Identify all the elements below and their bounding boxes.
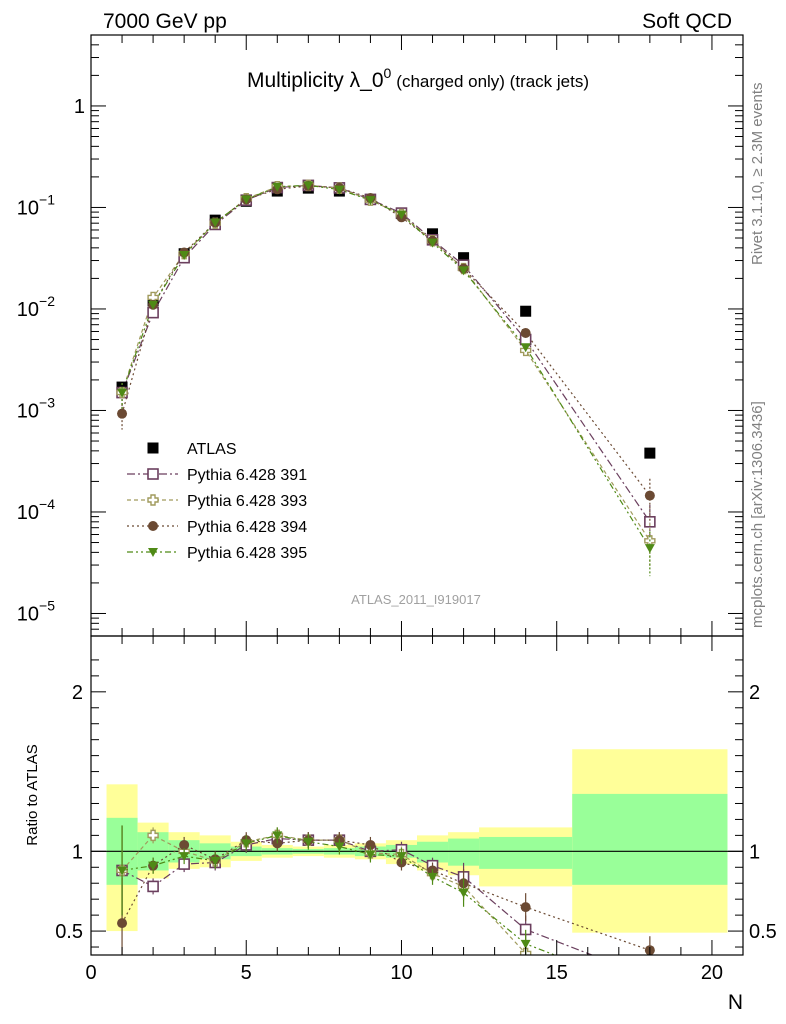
data-point [644,544,655,554]
ratio-y-tick-label-right: 1 [749,841,760,863]
legend-marker [147,494,159,506]
ratio-point [396,852,407,862]
legend-label: Pythia 6.428 391 [187,467,307,484]
plot-title: Multiplicity λ_00 (charged only) (track j… [247,65,589,92]
uncertainty-band-inner [448,838,480,866]
series-line [121,184,651,542]
ratio-point [179,839,190,850]
y-tick-label: 10−5 [17,597,55,625]
y-tick-label: 10−1 [17,191,55,219]
ratio-y-tick-label: 2 [72,682,83,704]
x-tick-label: 0 [85,962,96,984]
legend: ATLAS Pythia 6.428 391 Pythia 6.428 393 Pyt… [127,441,307,562]
ratio-panel: 0.5 0.51 12 20 5 10 15 20 [55,635,777,997]
data-point [241,195,252,205]
ratio-y-tick-label: 1 [72,841,83,863]
data-point [458,266,469,276]
ratio-y-axis-label: Ratio to ATLAS [24,744,41,845]
legend-marker [148,521,158,531]
legend-marker [147,442,159,454]
ratio-point [520,902,531,913]
ratio-point [645,988,655,997]
ratio-point [148,861,159,871]
legend-label: ATLAS [187,441,237,458]
analysis-label: ATLAS_2011_I919017 [351,592,481,607]
data-point [303,181,314,191]
legend-label: Pythia 6.428 393 [187,493,307,510]
ratio-point [147,880,159,893]
ratio-point [147,829,159,842]
y-tick-label: 1 [74,96,85,118]
ratio-point [334,842,345,852]
mcplots-label: mcplots.cern.ch [arXiv:1306.3436] [749,401,766,628]
ratio-point [427,872,438,882]
data-point [179,251,190,261]
ratio-point [365,839,376,850]
x-tick-label: 15 [546,962,568,984]
ratio-point [117,918,128,929]
ratio-y-tick-label: 0.5 [55,921,83,943]
uncertainty-band-inner [417,841,449,863]
ratio-frame [90,635,744,956]
ratio-point [272,831,283,841]
data-point [210,218,221,228]
data-point [644,490,655,501]
ratio-point [210,856,221,866]
legend-label: Pythia 6.428 394 [187,519,307,536]
uncertainty-band-inner [572,793,728,885]
title-superscript: 0 [384,65,392,81]
data-point [272,182,283,192]
legend-label: Pythia 6.428 395 [187,545,307,562]
x-tick-label: 5 [241,962,252,984]
y-tick-label: 10−4 [17,496,55,524]
x-tick-label: 20 [701,962,723,984]
header-left: 7000 GeV pp [103,10,227,33]
data-point [427,238,438,248]
uncertainty-band-inner [479,836,573,869]
data-point [520,343,531,353]
legend-marker [148,548,158,557]
ratio-point [645,972,655,982]
ratio-point [365,850,376,860]
ratio-y-tick-label-right: 2 [749,682,760,704]
ratio-point [241,839,252,849]
ratio-point [645,983,655,993]
data-point [644,447,656,459]
data-point [427,228,439,240]
x-axis-label: N [728,991,743,1014]
ratio-point [303,837,314,847]
data-point [396,210,407,220]
data-point [520,327,531,338]
data-point [520,305,532,317]
rivet-label: Rivet 3.1.10, ≥ 2.3M events [749,83,766,266]
data-point [644,516,656,528]
title-main: Multiplicity λ_0 [247,69,384,92]
ratio-series-line [121,834,557,955]
data-point [148,300,159,310]
data-point [117,408,128,419]
y-tick-label: 10−3 [17,394,55,422]
ratio-point [458,888,469,898]
data-point [365,196,376,206]
ratio-point [179,852,190,862]
y-tick-label: 10−2 [17,293,55,321]
legend-marker [147,468,159,480]
header-right: Soft QCD [642,10,732,33]
data-point [117,388,128,398]
ratio-series-line [121,839,651,951]
main-panel: 1 10−1 10−2 10−3 10−4 10−5 ATLAS Pythia 6.428 3… [17,34,744,637]
data-point [334,185,345,195]
series-line [121,185,651,496]
data-point [458,252,470,264]
ratio-point [520,939,531,949]
ratio-y-tick-label-right: 0.5 [749,921,777,943]
ratio-point [117,866,128,876]
title-suffix: (charged only) (track jets) [396,72,589,91]
x-tick-label: 10 [390,962,412,984]
